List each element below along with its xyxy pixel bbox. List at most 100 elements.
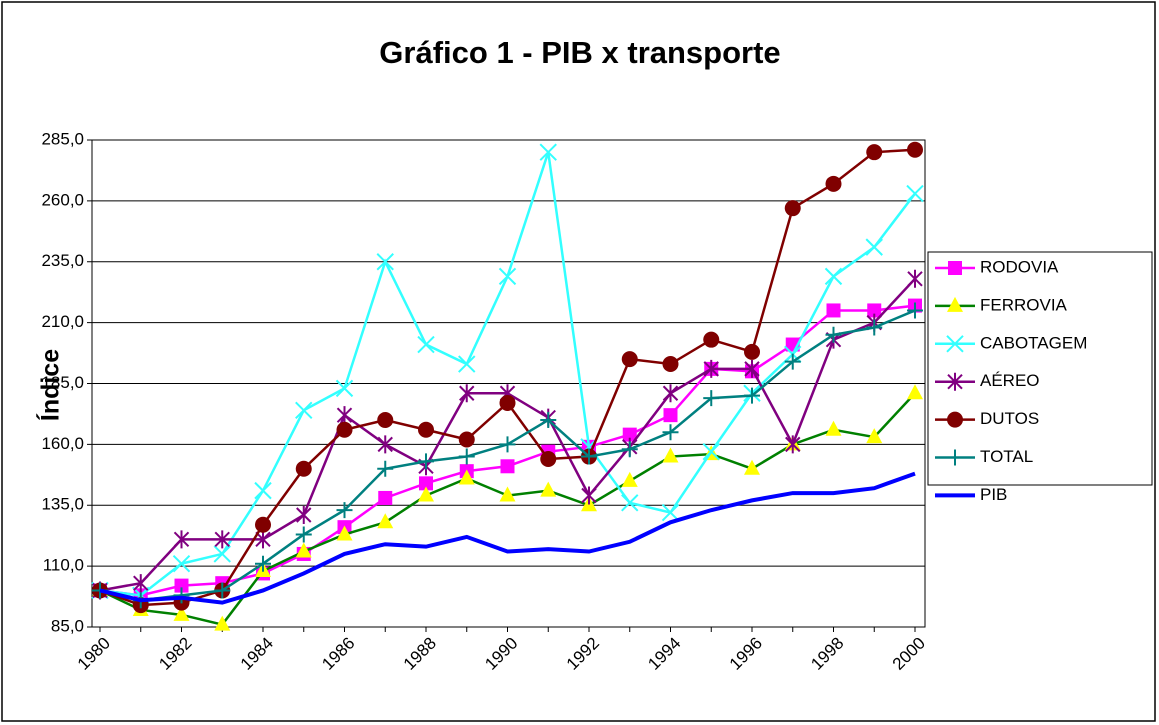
data-point [540, 481, 557, 497]
data-point [296, 505, 312, 524]
data-point [174, 578, 189, 593]
legend-label: CABOTAGEM [980, 333, 1087, 352]
data-point [255, 530, 271, 549]
data-point [335, 379, 354, 398]
data-point [377, 513, 394, 529]
data-point [336, 502, 353, 519]
data-point [866, 319, 883, 336]
data-point [499, 394, 516, 411]
data-point [378, 490, 393, 505]
data-point [499, 436, 516, 453]
y-tick-label: 85,0 [51, 616, 84, 635]
data-point [255, 555, 271, 572]
data-point [539, 143, 557, 161]
data-point [336, 421, 353, 438]
data-point [581, 486, 597, 505]
data-point [621, 494, 639, 512]
data-point [826, 303, 841, 318]
plot-frame [91, 139, 926, 628]
legend-marker [947, 372, 963, 391]
data-point [621, 441, 638, 458]
data-point [498, 267, 517, 286]
y-tick-label: 235,0 [41, 251, 84, 270]
data-point [295, 526, 312, 543]
data-point [744, 343, 760, 360]
y-tick-label: 160,0 [41, 434, 84, 453]
data-point [377, 435, 393, 454]
data-point [703, 359, 719, 378]
data-point [907, 302, 923, 319]
y-tick-label: 185,0 [41, 373, 84, 392]
legend-label: DUTOS [980, 409, 1039, 428]
data-point [458, 448, 475, 465]
data-point [254, 481, 272, 500]
legend-label: AÉREO [980, 371, 1040, 390]
y-tick-label: 110,0 [43, 556, 84, 575]
data-point [458, 355, 476, 373]
data-point [255, 516, 271, 533]
data-point [866, 428, 883, 444]
data-point [744, 359, 760, 378]
data-point [295, 460, 312, 477]
data-point [907, 384, 923, 400]
data-point [213, 545, 231, 563]
data-point [866, 144, 883, 161]
data-point [663, 408, 678, 423]
y-tick-label: 260,0 [41, 190, 84, 209]
data-point [907, 141, 923, 158]
y-tick-label: 210,0 [41, 312, 84, 331]
data-point [214, 530, 230, 549]
data-point [540, 450, 557, 467]
data-point [662, 447, 679, 463]
data-point [744, 387, 760, 404]
data-point [418, 453, 434, 470]
data-point [295, 401, 313, 419]
data-point [417, 335, 435, 354]
legend-label: FERROVIA [980, 295, 1068, 314]
y-tick-label: 135,0 [41, 495, 84, 514]
data-point [295, 542, 312, 558]
data-point [376, 253, 394, 271]
legend-box [927, 251, 1153, 486]
data-point [133, 574, 149, 593]
data-point [418, 421, 434, 438]
legend-label: TOTAL [980, 447, 1033, 466]
data-point [662, 384, 679, 403]
data-point [418, 486, 434, 502]
legend-label: PIB [980, 485, 1007, 504]
data-point [458, 469, 475, 485]
data-point [907, 269, 923, 288]
data-point [824, 267, 843, 286]
data-point [865, 238, 883, 256]
data-point [744, 459, 760, 475]
legend-marker [947, 449, 963, 466]
y-axis-title: Índice [36, 349, 65, 421]
legend-marker [948, 261, 962, 275]
legend-marker [947, 411, 963, 428]
data-point [173, 605, 190, 621]
data-point [825, 175, 842, 192]
data-point [499, 486, 516, 502]
data-point [662, 424, 679, 441]
data-point [662, 356, 679, 373]
series-line [99, 471, 916, 605]
data-point [702, 442, 720, 461]
y-tick-label: 285,0 [41, 129, 84, 148]
data-point [825, 326, 842, 343]
legend-marker [946, 335, 964, 353]
data-point [784, 353, 801, 370]
data-point [459, 384, 475, 403]
data-point [622, 427, 637, 442]
data-point [419, 476, 433, 491]
data-point [785, 435, 801, 454]
data-point [336, 525, 353, 541]
data-point [500, 459, 515, 474]
data-point [581, 448, 597, 465]
data-point [621, 471, 638, 487]
data-point [214, 582, 231, 599]
data-point [703, 331, 720, 348]
data-point [336, 406, 353, 425]
legend-label: RODOVIA [980, 257, 1059, 276]
data-point [458, 431, 475, 448]
data-point [377, 412, 394, 429]
